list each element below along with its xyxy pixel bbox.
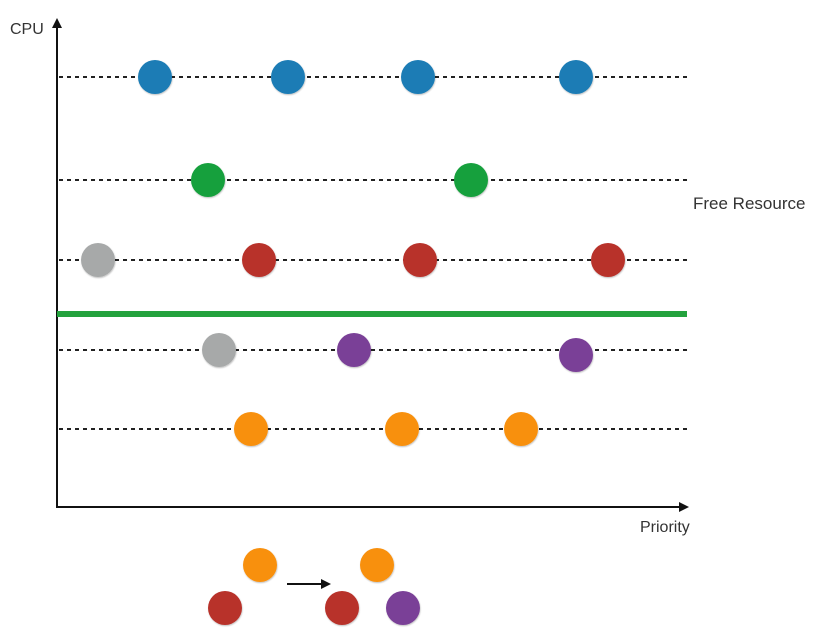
row-3-red-dot xyxy=(242,243,276,277)
row-3-gray-dot xyxy=(81,243,115,277)
x-axis-label: Priority xyxy=(640,519,690,536)
row-2-green-dot xyxy=(191,163,225,197)
free-resource-label: Free Resource xyxy=(693,194,805,213)
row-2-green-dot xyxy=(454,163,488,197)
legend-before-orange-dot xyxy=(243,548,277,582)
legend-after-red-dot xyxy=(325,591,359,625)
row-5-orange-dot xyxy=(234,412,268,446)
row-4-purple-dot xyxy=(337,333,371,367)
legend-before-red-dot xyxy=(208,591,242,625)
row-1-blue-dot xyxy=(138,60,172,94)
row-dots xyxy=(81,60,625,446)
row-1-blue-dot xyxy=(271,60,305,94)
row-1-blue-dot xyxy=(559,60,593,94)
legend-after-purple-dot xyxy=(386,591,420,625)
row-4-gray-dot xyxy=(202,333,236,367)
row-5-orange-dot xyxy=(504,412,538,446)
row-5-orange-dot xyxy=(385,412,419,446)
row-3-red-dot xyxy=(403,243,437,277)
y-axis-label: CPU xyxy=(10,21,44,38)
legend-after-orange-dot xyxy=(360,548,394,582)
row-1-blue-dot xyxy=(401,60,435,94)
row-3-red-dot xyxy=(591,243,625,277)
legend-example xyxy=(208,548,420,625)
row-4-purple-dot xyxy=(559,338,593,372)
